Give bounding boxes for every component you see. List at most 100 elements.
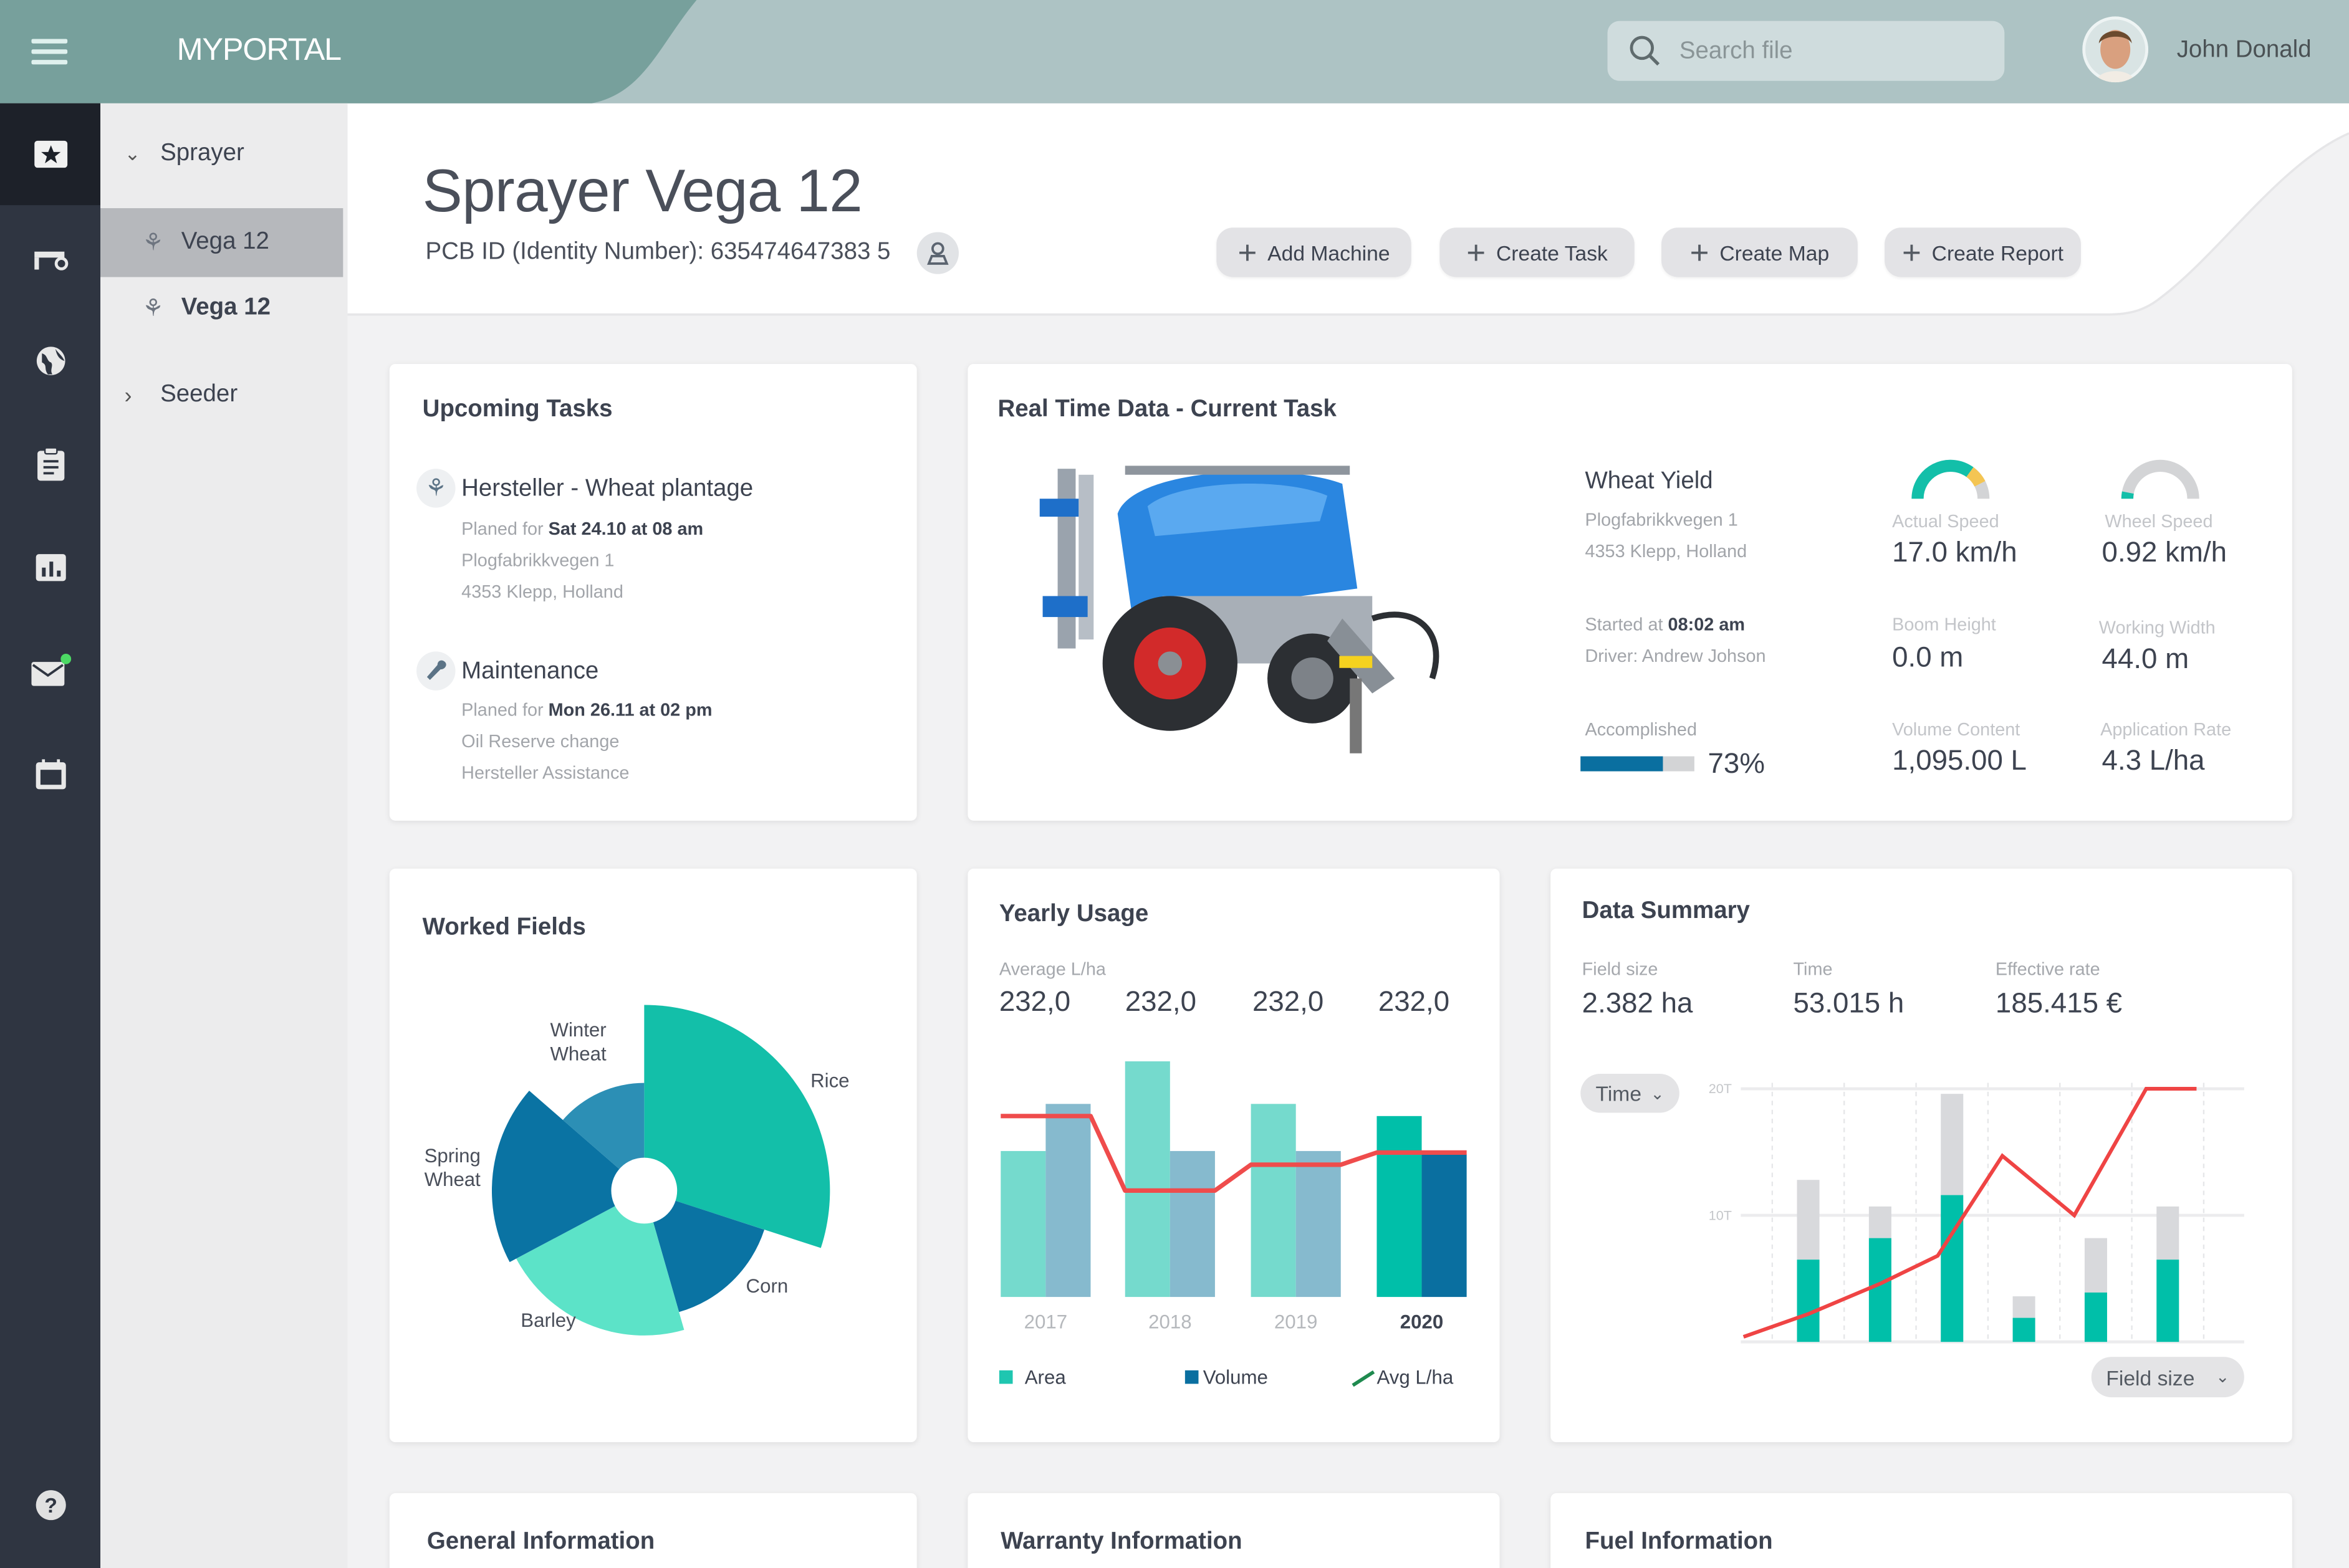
- y-tick-label: 20T: [1709, 1081, 1732, 1096]
- create-report-button[interactable]: + Create Report: [1885, 227, 2081, 277]
- bar-volume-2020: [1421, 1154, 1467, 1298]
- button-label: Create Report: [1931, 240, 2064, 265]
- dropdown-label: Time: [1595, 1081, 1642, 1106]
- dropdown-label: Field size: [2106, 1365, 2195, 1389]
- rail-reports[interactable]: [0, 517, 100, 618]
- task-title[interactable]: Hersteller - Wheat plantage: [461, 476, 754, 502]
- stat-value: 53.015 h: [1793, 988, 1905, 1020]
- stacked-bar-upper: [1868, 1206, 1891, 1238]
- rail-messages[interactable]: [0, 620, 100, 722]
- stat-value: 2.382 ha: [1582, 988, 1693, 1020]
- rail-maps[interactable]: [0, 310, 100, 411]
- legend-item-area: Area: [999, 1366, 1066, 1389]
- dashboard-icon: [34, 140, 67, 168]
- rail-tasks[interactable]: [0, 413, 100, 515]
- sprayer-machine-image: [1039, 466, 1439, 753]
- add-machine-button[interactable]: + Add Machine: [1216, 227, 1411, 277]
- trend-line: [1742, 1087, 2197, 1339]
- mail-icon: [31, 653, 70, 686]
- pie-label-line: Wheat: [425, 1169, 481, 1190]
- started-prefix: Started at: [1585, 614, 1668, 635]
- header-brand-band: [0, 0, 697, 103]
- task-run-info: Started at 08:02 am Driver: Andrew Johso…: [1585, 610, 1765, 672]
- create-map-button[interactable]: + Create Map: [1661, 227, 1858, 277]
- icon-rail: ?: [0, 103, 101, 1568]
- tree-group-sprayer[interactable]: ⌄ Sprayer: [100, 122, 343, 188]
- stacked-bar-upper: [1797, 1180, 1820, 1260]
- metric-value: 44.0 m: [2102, 644, 2189, 676]
- legend-swatch: [1184, 1370, 1199, 1384]
- rail-dashboard[interactable]: [0, 103, 101, 206]
- tree-item-vega-12[interactable]: ⚘ Vega 12: [100, 275, 343, 342]
- task-title[interactable]: Maintenance: [461, 659, 599, 685]
- create-task-button[interactable]: + Create Task: [1439, 227, 1635, 277]
- x-tick-label: 2017: [1024, 1311, 1067, 1333]
- metric-label: Actual Speed: [1892, 510, 1999, 532]
- search-box[interactable]: [1607, 21, 2005, 84]
- stacked-bar-lower: [1941, 1195, 1964, 1342]
- machine-tree: ⌄ Sprayer ⚘ Vega 12 ⚘ Vega 12 › Seeder: [100, 103, 348, 1568]
- notification-dot: [60, 653, 70, 664]
- tree-item-vega-12[interactable]: ⚘ Vega 12: [100, 208, 343, 277]
- sprayer-icon: ⚘: [416, 469, 456, 508]
- metric-value: 1,095.00 L: [1892, 745, 2027, 778]
- wheel-speed-gauge: [2121, 459, 2199, 499]
- search-input[interactable]: [1676, 21, 1997, 84]
- card-title: Yearly Usage: [999, 901, 1149, 927]
- card-title: Upcoming Tasks: [422, 396, 613, 423]
- metric-label: Boom Height: [1892, 614, 1996, 635]
- plus-icon: +: [1466, 232, 1486, 270]
- started-time: 08:02 am: [1668, 614, 1746, 635]
- pie-slice-rice: [644, 1005, 830, 1248]
- stacked-bar-lower: [1868, 1238, 1891, 1342]
- x-tick-label: 2020: [1400, 1311, 1443, 1333]
- time-dropdown[interactable]: Time ⌄: [1580, 1074, 1679, 1113]
- stacked-bar-upper: [2156, 1206, 2179, 1260]
- gauge-fill: [1911, 459, 1974, 499]
- rail-calendar[interactable]: [0, 724, 100, 825]
- plus-icon: +: [1237, 232, 1257, 270]
- menu-icon[interactable]: [31, 39, 68, 65]
- field-size-dropdown[interactable]: Field size ⌄: [2091, 1357, 2244, 1398]
- stat-value: 185.415 €: [1995, 988, 2123, 1020]
- rail-machines[interactable]: [0, 207, 100, 308]
- chevron-right-icon: ›: [124, 382, 132, 408]
- stacked-bar-lower: [2012, 1317, 2035, 1342]
- chevron-down-icon: ⌄: [2216, 1369, 2230, 1387]
- metric-value: 17.0 km/h: [1892, 537, 2017, 570]
- yield-address: Plogfabrikkvegen 1 4353 Klepp, Holland: [1585, 505, 1747, 568]
- button-label: Create Map: [1719, 240, 1830, 265]
- average-value: 232,0: [1125, 987, 1196, 1019]
- stacked-bar-lower: [1797, 1260, 1820, 1342]
- tree-group-seeder[interactable]: › Seeder: [100, 363, 343, 429]
- gauge-track: [2121, 459, 2199, 499]
- pie-slice-spring-wheat: [491, 1091, 645, 1263]
- avatar[interactable]: [2082, 16, 2149, 83]
- task-details: Planed for Sat 24.10 at 08 am Plogfabrik…: [461, 514, 703, 608]
- stat-label: Field size: [1582, 958, 1658, 980]
- bar-volume-2018: [1170, 1150, 1215, 1298]
- legend-item-avg: Avg L/ha: [1350, 1366, 1453, 1389]
- pie-label-line: Rice: [810, 1070, 849, 1092]
- assign-user-button[interactable]: [916, 232, 959, 274]
- metric-value: 0.92 km/h: [2102, 537, 2227, 570]
- accomplished-label: Accomplished: [1585, 719, 1697, 740]
- pie-label-line: Spring: [425, 1145, 481, 1167]
- pie-label-line: Corn: [746, 1275, 789, 1297]
- user-name[interactable]: John Donald: [2176, 37, 2312, 63]
- wrench-icon: [416, 651, 456, 691]
- legend-swatch: [999, 1370, 1013, 1384]
- stacked-bar-upper: [1941, 1094, 1964, 1195]
- accomplished-value: 73%: [1708, 748, 1765, 781]
- warranty-information-card: Warranty Information: [968, 1493, 1500, 1568]
- average-value: 232,0: [1378, 987, 1450, 1019]
- plus-icon: +: [1689, 232, 1709, 270]
- legend-label: Avg L/ha: [1376, 1365, 1454, 1389]
- gauge-fill: [2121, 491, 2134, 499]
- pie-slice-barley: [516, 1190, 685, 1336]
- rail-help[interactable]: ?: [0, 1454, 100, 1556]
- yield-title: Wheat Yield: [1585, 469, 1713, 495]
- pie-label: Rice: [810, 1070, 849, 1092]
- task-line: Plogfabrikkvegen 1: [461, 549, 615, 571]
- svg-text:?: ?: [44, 1494, 57, 1518]
